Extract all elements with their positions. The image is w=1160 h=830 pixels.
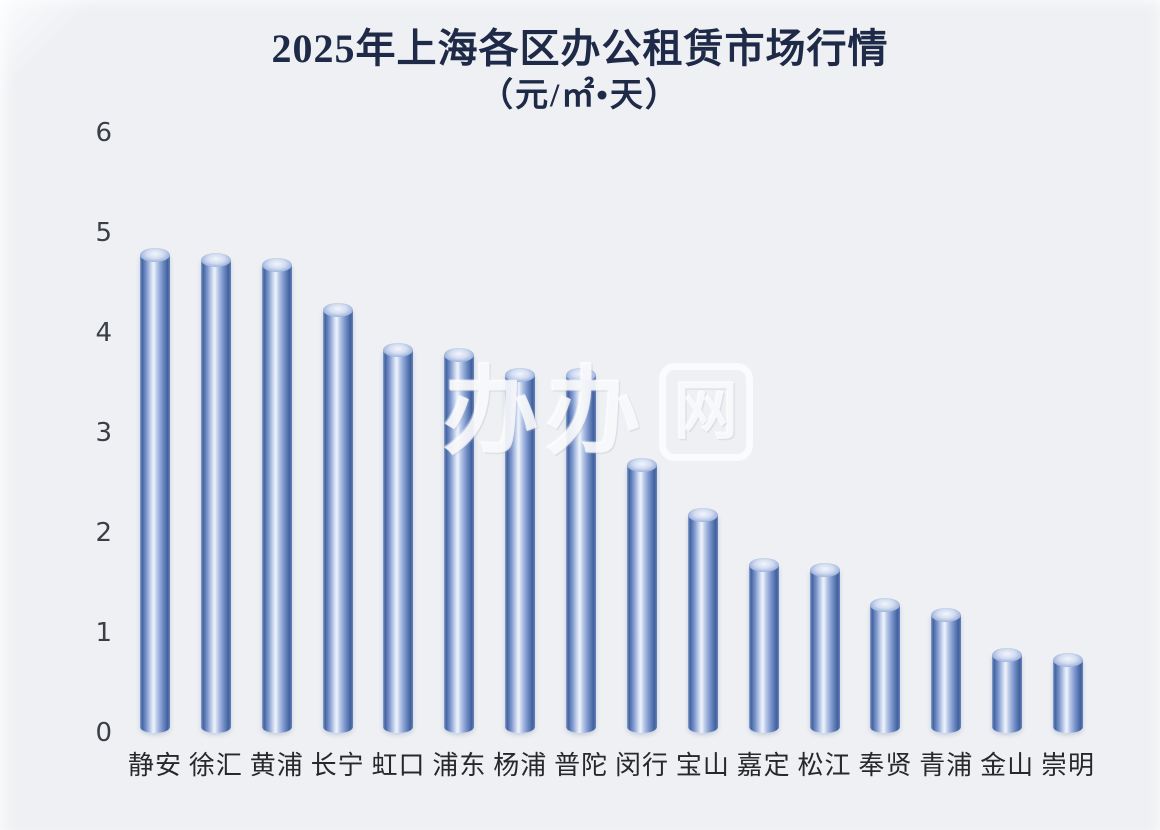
bar-body (1053, 660, 1084, 733)
x-axis-label: 闵行 (614, 751, 669, 781)
chart-bar (261, 258, 292, 733)
bar-top-cap (626, 458, 657, 472)
chart-bar (931, 608, 962, 733)
chart-bar (992, 648, 1023, 733)
bar-top-cap (383, 343, 414, 357)
x-axis-label: 静安 (127, 751, 182, 781)
bar-body (383, 350, 414, 733)
bar-body (809, 570, 840, 733)
bar-body (687, 515, 718, 733)
bar-top-cap (322, 303, 353, 317)
bar-top-cap (931, 608, 962, 622)
bar-body (261, 265, 292, 733)
chart-title: 2025年上海各区办公租赁市场行情 (271, 26, 889, 71)
bar-top-cap (687, 508, 718, 522)
chart-bar (1053, 653, 1084, 733)
bar-body (626, 465, 657, 733)
bar-top-cap (748, 558, 779, 572)
bar-top-cap (444, 348, 475, 362)
chart-bar (383, 343, 414, 733)
chart-subtitle: （元/㎡•天） (480, 78, 680, 114)
chart-title-block: 2025年上海各区办公租赁市场行情 （元/㎡•天） (0, 26, 1160, 118)
bar-body (870, 605, 901, 733)
chart-bar (322, 303, 353, 733)
bar-top-cap (140, 248, 170, 262)
bar-body (200, 260, 231, 733)
y-tick-label: 6 (95, 118, 112, 148)
x-axis-label: 长宁 (310, 751, 365, 781)
chart-bar (566, 368, 597, 733)
bar-body (748, 565, 779, 733)
bar-body (931, 615, 962, 733)
chart-bar (870, 598, 901, 733)
chart-bar (200, 253, 231, 733)
x-axis-label: 奉贤 (858, 751, 913, 781)
bar-body (992, 655, 1023, 733)
bar-body (566, 375, 597, 733)
bar-top-cap (505, 368, 536, 382)
x-axis-label: 嘉定 (736, 751, 791, 781)
y-tick-label: 2 (95, 518, 112, 548)
y-tick-label: 5 (95, 218, 112, 248)
x-axis-label: 徐汇 (188, 751, 243, 781)
bar-top-cap (261, 258, 292, 272)
y-tick-label: 3 (95, 418, 112, 448)
x-axis-label: 青浦 (919, 751, 974, 781)
bar-top-cap (1053, 653, 1084, 667)
bar-body (322, 310, 353, 733)
x-axis-label: 杨浦 (493, 751, 548, 781)
y-tick-label: 4 (95, 318, 112, 348)
x-axis-label: 普陀 (554, 751, 609, 781)
chart-bar (687, 508, 718, 733)
bar-body (140, 255, 170, 733)
y-tick-label: 1 (95, 618, 112, 648)
x-axis-label: 虹口 (371, 751, 426, 781)
x-axis-label: 金山 (980, 751, 1035, 781)
x-axis-label: 黄浦 (249, 751, 304, 781)
x-axis-label: 宝山 (675, 751, 730, 781)
x-axis-label: 崇明 (1041, 751, 1096, 781)
bar-body (505, 375, 536, 733)
chart-bar (626, 458, 657, 733)
bar-body (444, 355, 475, 733)
x-axis-label: 松江 (797, 751, 852, 781)
bar-top-cap (566, 368, 597, 382)
x-axis-label: 浦东 (432, 751, 487, 781)
chart-bar (748, 558, 779, 733)
y-tick-label: 0 (95, 718, 112, 748)
chart-bar (809, 563, 840, 733)
bar-top-cap (992, 648, 1023, 662)
chart-bar (140, 248, 170, 733)
chart-bar (444, 348, 475, 733)
bar-top-cap (809, 563, 840, 577)
chart-bar (505, 368, 536, 733)
bar-top-cap (870, 598, 901, 612)
bar-top-cap (200, 253, 231, 267)
